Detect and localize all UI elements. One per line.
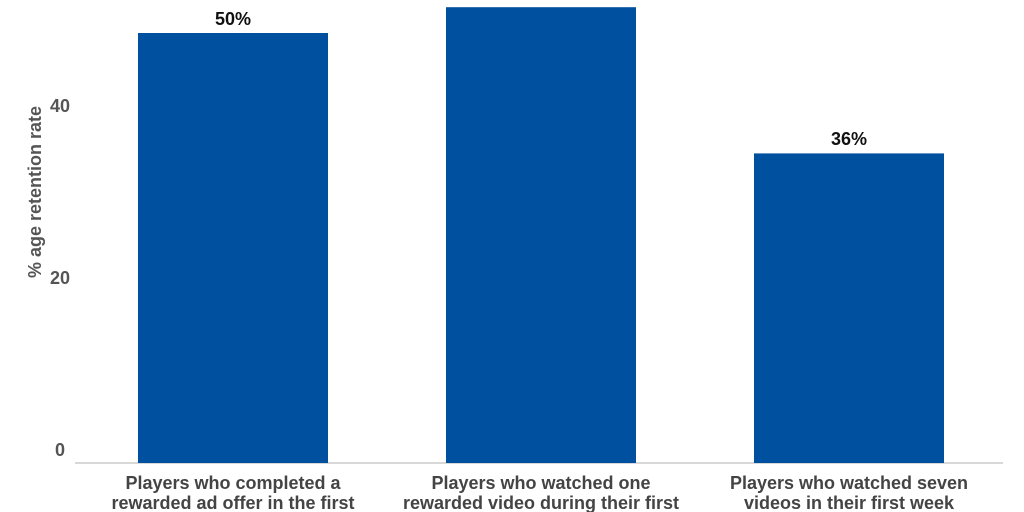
x-tick-label: rewarded video during their first xyxy=(403,493,679,512)
y-tick-label: 0 xyxy=(55,440,65,460)
bar xyxy=(754,153,944,463)
value-label: 53% xyxy=(523,0,559,3)
bar xyxy=(138,33,328,463)
x-tick-label: Players who watched seven xyxy=(730,473,968,493)
value-label: 50% xyxy=(215,9,251,29)
value-label: 36% xyxy=(831,129,867,149)
x-tick-label: Players who watched one xyxy=(431,473,650,493)
bar xyxy=(446,7,636,463)
x-tick-label: videos in their first week xyxy=(744,493,955,512)
x-tick-label: Players who completed a xyxy=(125,473,341,493)
x-tick-label: rewarded ad offer in the first xyxy=(111,493,354,512)
y-tick-label: 40 xyxy=(50,96,70,116)
y-tick-label: 20 xyxy=(50,268,70,288)
y-axis-title: % age retention rate xyxy=(25,106,45,278)
